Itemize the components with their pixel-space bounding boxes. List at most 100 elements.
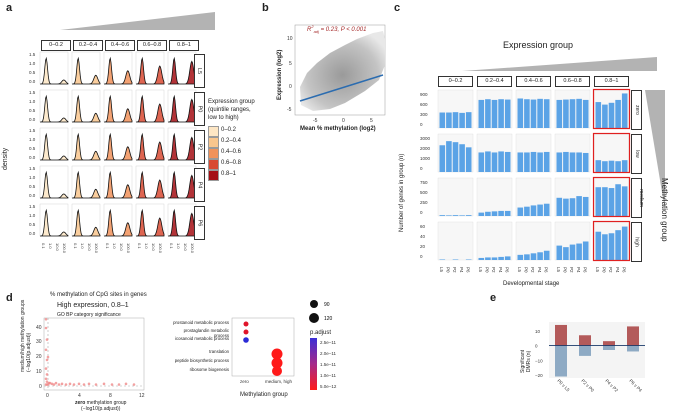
panel-a-ytick: 1.5	[29, 90, 36, 95]
panel-a-stage-label-1: P0	[196, 105, 203, 113]
panel-c-ytick: 500	[420, 190, 428, 195]
panel-c-bar	[452, 215, 459, 216]
panel-c-bar	[459, 144, 465, 172]
panel-d-dotplot: zero medium, high	[231, 317, 295, 384]
panel-e-bar-hypo-1	[579, 345, 591, 356]
panel-c-stage-tick: P4	[537, 267, 542, 273]
panel-c-bar	[595, 160, 602, 172]
panel-c-stage-tick: P6	[582, 267, 587, 273]
panel-d-xtick-0: 0	[46, 393, 49, 399]
panel-e-bar-chart: 10 0 −10 −20 P0 v L5 P2 v P0 P4 v P2 P6 v P4	[535, 322, 645, 393]
panel-c-row-label-2: medium	[637, 189, 644, 207]
panel-c-highlight-box	[592, 132, 631, 174]
panel-a-density-curve	[72, 208, 101, 237]
panel-c-ytick: 0	[420, 254, 423, 259]
panel-d-scatter: 40 30 20 10 0 0 4 8 12	[36, 317, 145, 399]
panel-c-row-strip-0: zero	[631, 90, 642, 130]
panel-a-ytick: 0.0	[29, 79, 36, 84]
panel-c-bar	[602, 187, 608, 216]
panel-a-density-curve	[136, 94, 165, 123]
panel-a-xtick: 1.0	[144, 243, 149, 249]
panel-a-density-curve	[72, 94, 101, 123]
panel-b-ytick-2: 0	[289, 84, 292, 90]
panel-a-ytick: 0.5	[29, 222, 36, 227]
panel-d-point	[64, 383, 68, 386]
panel-c-bar	[465, 215, 472, 216]
panel-a-group-strip-2: 0.4–0.6	[105, 40, 135, 51]
panel-a-xtick: 1.0	[48, 243, 53, 249]
panel-a-wedge	[60, 12, 215, 30]
panel-d-point	[57, 383, 61, 386]
panel-d-padj-title: p.adjust	[310, 330, 332, 336]
panel-d-point	[44, 326, 48, 330]
panel-d-xtick-3: 12	[139, 393, 145, 399]
panel-c-bar	[615, 161, 621, 172]
panel-c-bar	[465, 147, 472, 172]
panel-c-bar	[524, 254, 530, 260]
panel-c-wedge-top	[462, 57, 657, 71]
panel-d-point	[46, 355, 50, 359]
panel-c-bar	[439, 112, 446, 128]
panel-a-density-curve	[168, 170, 197, 199]
panel-c-bar	[524, 152, 530, 172]
panel-c-ytick: 0	[420, 210, 423, 215]
panel-a-stage-strip-1: P0	[194, 92, 205, 126]
panel-e-ylabel: Significant DMRs (n)	[520, 349, 532, 373]
panel-c-stage-tick: P0	[485, 267, 490, 273]
panel-c-bar	[615, 184, 621, 216]
panel-b-annotation: R2adj = 0.23, P < 0.001	[307, 24, 367, 35]
panel-c-bar	[504, 151, 511, 172]
panel-c-bar	[556, 197, 563, 216]
panel-c-bar	[517, 152, 524, 172]
panel-c-bar	[621, 186, 628, 216]
panel-d-padj-tick-3: 1.0e−11	[320, 373, 337, 378]
panel-c-row-strip-2: medium	[631, 178, 644, 218]
panel-d-point	[82, 383, 86, 386]
panel-c-bar	[446, 215, 452, 216]
panel-d-padj-tick-2: 1.5e−11	[320, 362, 337, 367]
panel-d-point	[45, 373, 49, 376]
panel-a-density-curve	[168, 132, 197, 161]
panel-e-bar-hypo-3	[627, 345, 639, 352]
panel-a-ytick: 1.0	[29, 213, 36, 218]
panel-d-point	[60, 382, 64, 386]
panel-c-bar	[569, 244, 576, 260]
panel-d-size-legend: 90 120	[309, 300, 333, 323]
panel-c-stage-tick: P2	[608, 267, 613, 273]
panel-a-xtick: 100.0	[158, 243, 163, 254]
panel-c-bar	[504, 99, 511, 128]
panel-a-density-curve	[104, 208, 133, 237]
panel-c-stage-tick: P6	[621, 267, 626, 273]
panel-a-xtick: 10.0	[119, 243, 124, 252]
panel-e-label: e	[490, 292, 497, 304]
panel-c-group-strip-1: 0.2–0.4	[477, 76, 512, 87]
panel-d-ytick-3: 10	[36, 369, 42, 375]
panel-c-stage-tick: P4	[576, 267, 581, 273]
panel-d-term-1: prostaglandin metabolic process	[183, 328, 229, 338]
panel-e-xtick-0: P0 v L5	[556, 378, 571, 393]
panel-c-bar	[491, 257, 498, 260]
panel-c-bar	[498, 256, 504, 260]
panel-a-density-curve	[40, 132, 69, 161]
panel-a-legend-swatch-1	[208, 137, 219, 148]
panel-a-legend-swatch-4	[208, 170, 219, 181]
panel-a-xtick: 100.0	[62, 243, 67, 254]
panel-c-stage-tick: L5	[556, 267, 561, 273]
panel-a-ytick: 0.5	[29, 146, 36, 151]
panel-d-point	[117, 383, 121, 386]
panel-a-density-curve	[104, 132, 133, 161]
panel-c-bar	[608, 102, 615, 128]
panel-c-bar	[608, 160, 615, 172]
panel-c-ytick: 900	[420, 92, 428, 97]
panel-e-bar-hyper-0	[555, 324, 567, 346]
panel-c-bar	[563, 99, 569, 128]
panel-c-row-label-1: low	[633, 150, 640, 158]
panel-c-stage-tick: P2	[452, 267, 457, 273]
panel-c-wedge-right	[645, 90, 665, 210]
panel-a-xtick: 0.1	[41, 243, 46, 249]
panel-d-xtick-2: 8	[109, 393, 112, 399]
panel-a-density-curve	[168, 208, 197, 237]
panel-d-point	[52, 383, 56, 386]
panel-b-scatter: -5 0 5 10 5 0 -5	[287, 24, 386, 124]
panel-c-row-label-3: high	[633, 237, 640, 247]
